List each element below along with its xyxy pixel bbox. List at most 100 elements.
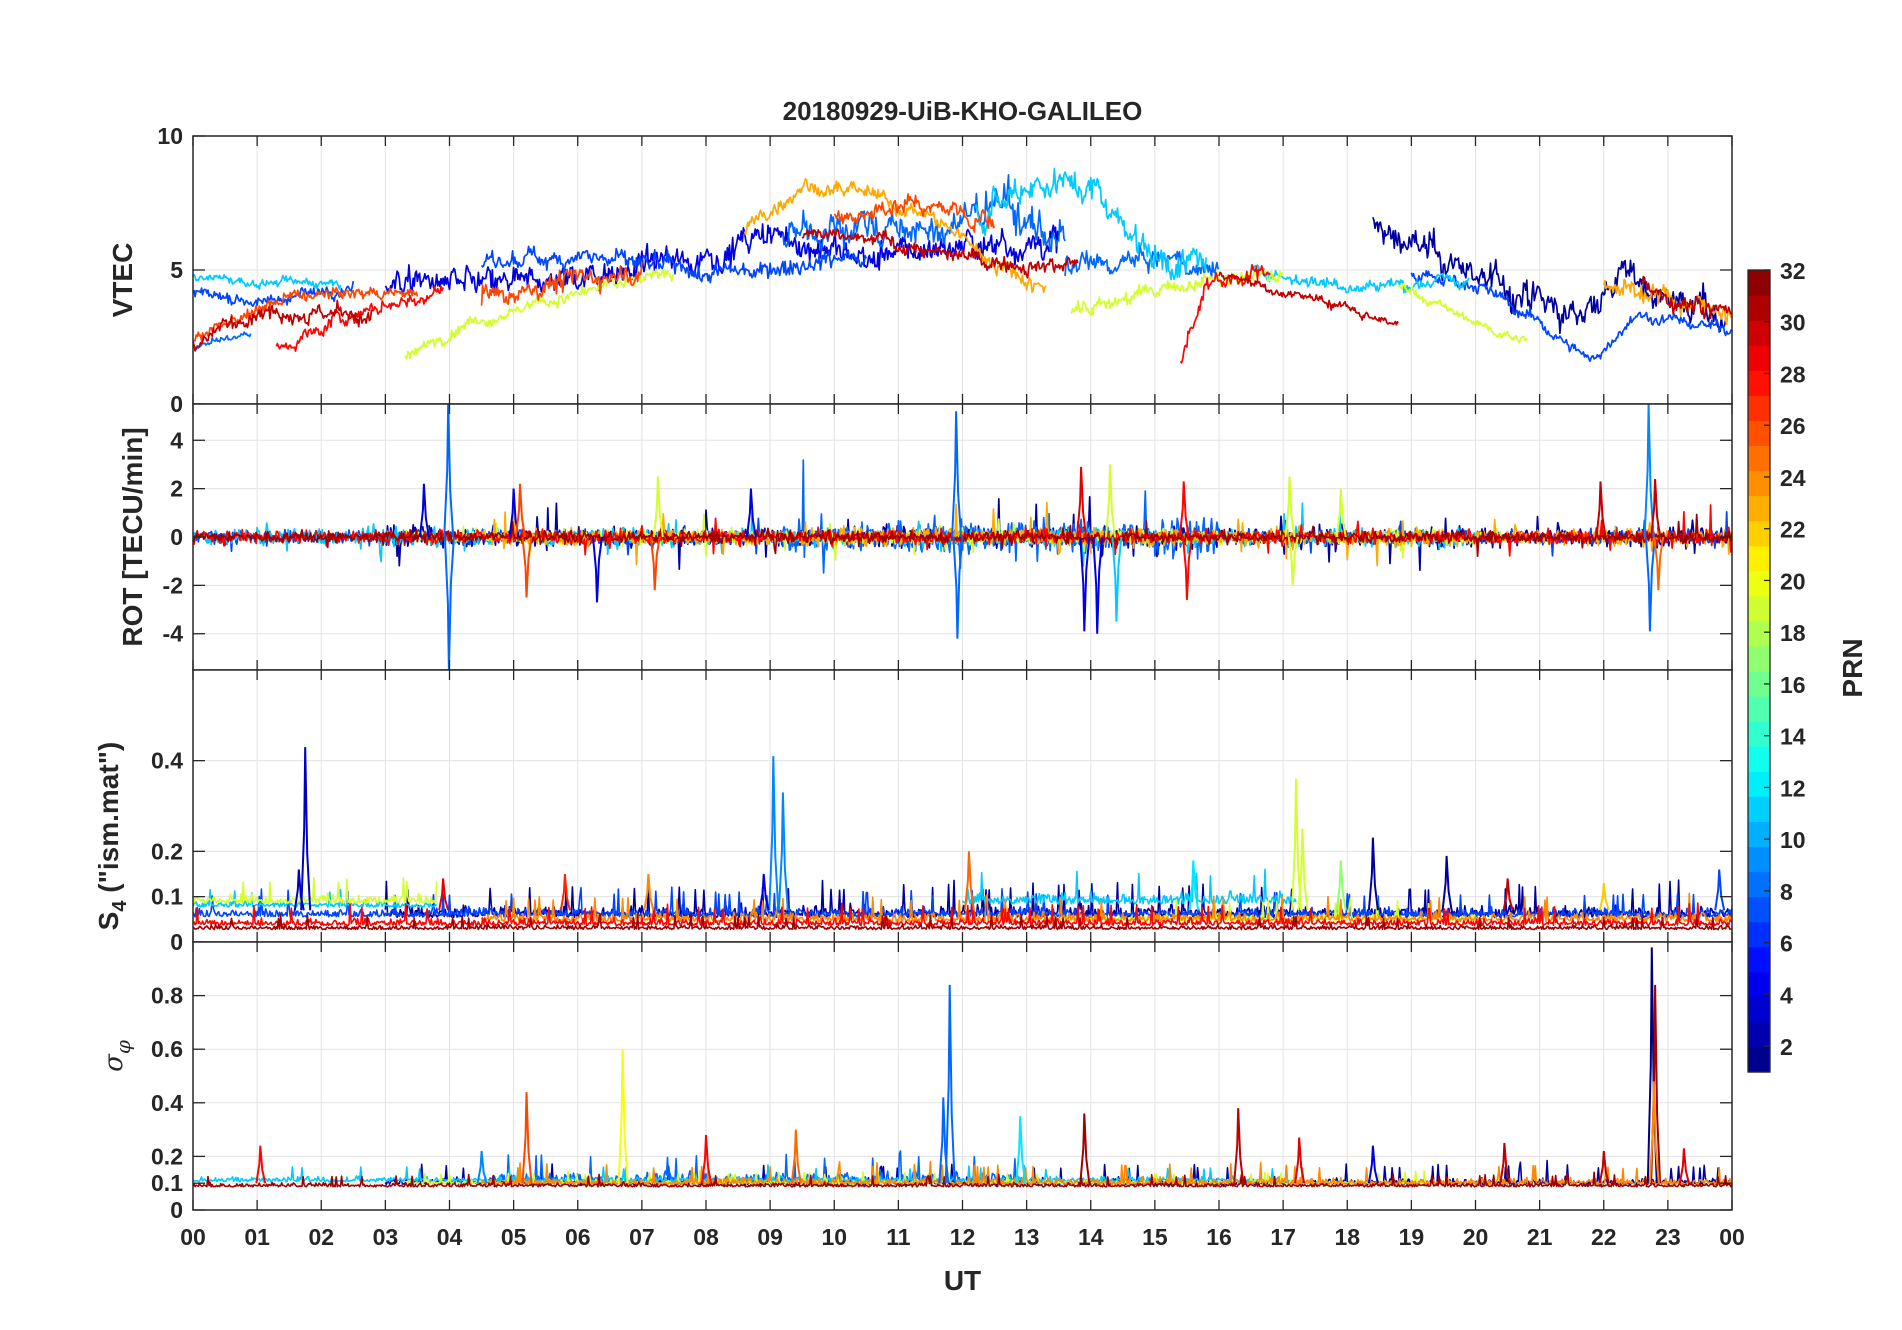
colorbar-tick-label: 12 [1780, 775, 1806, 801]
s4-data [193, 747, 1732, 931]
spike-prn-2 [1441, 855, 1453, 911]
sigma-phi-panel: 00.10.2 0.4 0.6 0.8 [151, 941, 1733, 1223]
spike-prn-26 [515, 483, 526, 538]
colorbar-segment [1748, 746, 1770, 772]
spike-prn-28 [1181, 536, 1193, 600]
series-prn-28 [193, 902, 1732, 927]
x-tick-label: 16 [1206, 1224, 1232, 1250]
x-tick-labels: 00 01 02 03 04 05 06 07 08 09 10 11 12 13 14 15 16 17 18 19… [180, 1224, 1745, 1250]
x-tick-label: 15 [1142, 1224, 1168, 1250]
colorbar-segment [1748, 270, 1770, 296]
series-prn-19 [193, 876, 438, 905]
colorbar-tick-label: 26 [1780, 413, 1806, 439]
vtec-panel: 0 5 10 [157, 123, 1733, 417]
sigma_phi-ytick-label: 0.4 [151, 1090, 183, 1116]
spike-prn-4 [1079, 536, 1091, 632]
chart-title: 20180929-UiB-KHO-GALILEO [783, 96, 1143, 126]
x-tick-label: 00 [1719, 1224, 1745, 1250]
spike-prn-3 [300, 747, 312, 911]
x-tick-label: 07 [629, 1224, 655, 1250]
series-prn-19 [1070, 269, 1284, 317]
x-tick-label: 10 [821, 1224, 847, 1250]
colorbar-tick-label: 22 [1780, 517, 1806, 543]
spike-prn-19 [1105, 464, 1116, 538]
colorbar-tick-label: 2 [1780, 1034, 1793, 1060]
colorbar-segment [1748, 595, 1770, 622]
spike-prn-8 [1644, 536, 1656, 632]
series-prn-11 [193, 273, 342, 290]
spike-prn-8 [443, 536, 455, 670]
spike-prn-26 [521, 1092, 533, 1184]
colorbar-segment [1748, 671, 1770, 697]
x-tick-label: 02 [308, 1224, 334, 1250]
colorbar-segment [1748, 320, 1770, 346]
colorbar-tick-label: 32 [1780, 258, 1806, 284]
series-prn-2 [384, 879, 1732, 919]
spike-prn-26 [649, 536, 661, 591]
colorbar-segment [1748, 570, 1770, 597]
rot-ytick-label: 2 [170, 476, 183, 502]
rot-data [193, 404, 1732, 670]
colorbar-segment [1748, 946, 1770, 973]
colorbar-segment [1748, 345, 1770, 371]
colorbar-segment [1748, 796, 1770, 822]
spike-prn-4 [1092, 536, 1104, 634]
colorbar-segment [1748, 295, 1770, 321]
sigma_phi-data [193, 947, 1732, 1188]
colorbar-segment [1748, 370, 1770, 396]
spike-prn-28 [701, 1134, 712, 1184]
series-prn-26 [480, 261, 643, 306]
series-prn-26 [833, 193, 996, 233]
x-axis-label: UT [944, 1265, 981, 1296]
sigma-phi-axis-label: σφ [99, 1040, 135, 1072]
colorbar-segment [1748, 771, 1770, 797]
series-prn-7 [1410, 269, 1732, 363]
colorbar-tick-label: 6 [1780, 931, 1793, 957]
colorbar-segment [1748, 871, 1770, 898]
series-prn-30 [1641, 275, 1732, 320]
s4-ytick-label: 0 [170, 929, 183, 955]
series-prn-19 [1397, 283, 1528, 344]
spike-prn-4 [418, 483, 430, 538]
s4-ytick-label: 0.4 [151, 748, 183, 774]
spike-prn-2 [1367, 837, 1379, 911]
rot-ytick-label: 0 [170, 524, 183, 550]
spike-prn-4 [592, 536, 603, 603]
sigma_phi-ytick-label: 0.2 [151, 1143, 183, 1169]
rot-ytick-label: -4 [163, 621, 184, 647]
colorbar-tick-label: 4 [1780, 982, 1793, 1008]
spike-prn-28 [255, 1145, 267, 1184]
spike-prn-3 [293, 869, 305, 911]
vtec-ytick-label: 5 [170, 257, 183, 283]
series-prn-11 [1250, 264, 1470, 294]
colorbar-segment [1748, 620, 1770, 647]
colorbar-segment [1748, 821, 1770, 848]
s4-axis-label-main: S [93, 912, 124, 931]
spike-prn-25 [790, 1129, 802, 1184]
vtec-axis-label: VTEC [107, 243, 138, 318]
x-tick-label: 17 [1270, 1224, 1296, 1250]
colorbar-segment [1748, 545, 1770, 572]
x-tick-label: 23 [1655, 1224, 1681, 1250]
sigma_phi-ytick-label: 0.6 [151, 1036, 183, 1062]
colorbar-segment [1748, 645, 1770, 672]
x-tick-label: 09 [757, 1224, 783, 1250]
spike-prn-4 [1367, 1145, 1379, 1184]
x-tick-label: 20 [1463, 1224, 1489, 1250]
s4-axis-label-subscript: 4 [109, 900, 131, 912]
spike-prn-11 [1111, 536, 1123, 622]
series-prn-11 [961, 868, 1297, 905]
spike-prn-9 [777, 792, 789, 911]
spike-prn-4 [758, 873, 770, 911]
colorbar-segment [1748, 896, 1770, 923]
series-prn-30 [193, 299, 374, 352]
s4-panel: 0 0.1 0.2 0.4 [151, 669, 1733, 955]
spike-prn-9 [1643, 404, 1655, 538]
x-tick-label: 12 [950, 1224, 976, 1250]
s4-ytick-label: 0.2 [151, 838, 183, 864]
vtec-ytick-label: 0 [170, 391, 183, 417]
rot-ytick-label: 4 [170, 427, 183, 453]
series-prn-26 [193, 286, 419, 344]
